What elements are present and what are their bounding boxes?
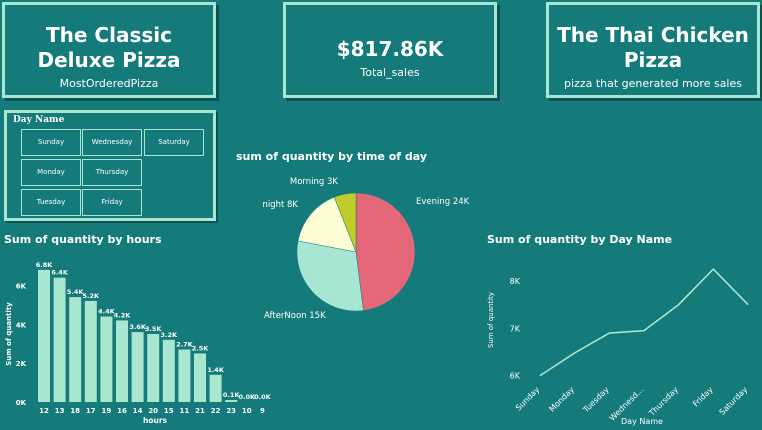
bar-x-tick-label: 22 bbox=[211, 407, 221, 415]
slicer-option-saturday[interactable]: Saturday bbox=[144, 129, 204, 156]
bar-23 bbox=[225, 400, 238, 402]
pie-chart: Evening 24K AfterNoon 15K night 8K Morning … bbox=[262, 177, 470, 321]
pie-data-label: night 8K bbox=[262, 200, 298, 210]
kpi-card-most-ordered: The Classic Deluxe Pizza MostOrderedPizz… bbox=[2, 2, 216, 98]
kpi-label: Total_sales bbox=[360, 66, 420, 79]
kpi-card-top-sales-pizza: The Thai Chicken Pizza pizza that genera… bbox=[546, 2, 760, 98]
bar-x-tick-label: 18 bbox=[70, 407, 80, 415]
bar-y-tick-label: 0K bbox=[16, 399, 27, 407]
day-name-slicer: Day Name Sunday Wednesday Saturday Monda… bbox=[4, 110, 216, 221]
bar-x-tick-label: 15 bbox=[164, 407, 174, 415]
bar-data-label: 3.2K bbox=[161, 331, 179, 339]
line-chart: 6K 7K 8K Sum of quantity Sunday Monday Tuesday… bbox=[487, 267, 750, 426]
bar-14 bbox=[131, 332, 144, 402]
line-x-tick-label: Thursday bbox=[647, 385, 681, 419]
kpi-label: pizza that generated more sales bbox=[564, 77, 742, 90]
pie-slice-afternoon bbox=[296, 240, 364, 312]
bar-data-label: 4.4K bbox=[98, 308, 116, 316]
bar-21 bbox=[194, 353, 206, 402]
line-x-tick-label: Tuesday bbox=[581, 385, 611, 415]
line-y-tick-label: 6K bbox=[510, 372, 521, 381]
bar-x-tick-label: 19 bbox=[102, 407, 112, 415]
bar-x-tick-label: 16 bbox=[117, 407, 127, 415]
bar-data-label: 0.1K bbox=[223, 391, 241, 399]
kpi-value: The Thai Chicken Pizza bbox=[557, 23, 749, 72]
bar-x-tick-label: 9 bbox=[260, 407, 265, 415]
kpi-label: MostOrderedPizza bbox=[59, 77, 159, 90]
bar-y-axis-title: Sum of quantity bbox=[5, 302, 13, 366]
pie-slice-morning bbox=[333, 192, 357, 253]
slicer-option-friday[interactable]: Friday bbox=[82, 189, 142, 216]
slicer-title: Day Name bbox=[13, 115, 65, 125]
line-chart-title: Sum of quantity by Day Name bbox=[487, 233, 673, 246]
bar-x-tick-label: 10 bbox=[242, 407, 252, 415]
bar-17 bbox=[84, 300, 97, 402]
kpi-card-total-sales: $817.86K Total_sales bbox=[283, 2, 497, 98]
kpi-value: $817.86K bbox=[336, 37, 444, 61]
bar-x-tick-label: 14 bbox=[133, 407, 143, 415]
bar-data-label: 3.6K bbox=[129, 323, 147, 331]
slicer-option-tuesday[interactable]: Tuesday bbox=[21, 189, 81, 216]
bar-x-tick-label: 11 bbox=[180, 407, 190, 415]
bar-data-label: 1.4K bbox=[207, 366, 225, 374]
bar-data-label: 0.0K bbox=[239, 393, 257, 401]
bar-x-tick-label: 20 bbox=[148, 407, 158, 415]
bar-chart: 0K 2K 4K 6K Sum of quantity 6.8K 12 6.4K 13 5.4K 1… bbox=[5, 261, 272, 425]
bar-data-label: 3.5K bbox=[145, 325, 163, 333]
line-x-tick-label: Friday bbox=[691, 385, 715, 409]
bar-chart-title: Sum of quantity by hours bbox=[4, 233, 162, 246]
bar-x-axis-title: hours bbox=[143, 416, 168, 425]
bar-x-tick-label: 21 bbox=[195, 407, 205, 415]
line-x-tick-label: Sunday bbox=[514, 385, 542, 413]
bar-16 bbox=[116, 320, 128, 402]
slicer-option-monday[interactable]: Monday bbox=[21, 159, 81, 186]
line-series bbox=[539, 267, 749, 377]
pie-chart-title: sum of quantity by time of day bbox=[236, 150, 428, 163]
slicer-option-thursday[interactable]: Thursday bbox=[82, 159, 142, 186]
kpi-value: The Classic Deluxe Pizza bbox=[37, 23, 181, 72]
bar-x-tick-label: 12 bbox=[39, 407, 49, 415]
bar-y-tick-label: 2K bbox=[16, 360, 27, 368]
bar-19 bbox=[100, 316, 113, 402]
bar-15 bbox=[162, 339, 175, 402]
line-y-axis-title: Sum of quantity bbox=[487, 292, 495, 348]
bar-data-label: 5.2K bbox=[83, 292, 101, 300]
bar-13 bbox=[53, 277, 66, 402]
bar-data-label: 2.7K bbox=[176, 341, 194, 349]
bar-x-tick-label: 23 bbox=[226, 407, 236, 415]
bar-x-tick-label: 17 bbox=[86, 407, 96, 415]
pie-slice-night bbox=[297, 196, 357, 253]
bar-22 bbox=[209, 374, 222, 402]
pie-data-label: Evening 24K bbox=[416, 197, 470, 207]
line-x-axis-title: Day Name bbox=[621, 417, 663, 426]
bar-y-tick-label: 6K bbox=[16, 282, 27, 290]
pie-slice-evening bbox=[355, 192, 416, 311]
slicer-option-sunday[interactable]: Sunday bbox=[21, 129, 81, 156]
pie-data-label: Morning 3K bbox=[290, 177, 339, 187]
bar-20 bbox=[147, 334, 160, 402]
line-x-tick-label: Monday bbox=[547, 385, 576, 414]
bar-data-label: 0.0K bbox=[254, 393, 272, 401]
bar-data-label: 2.5K bbox=[192, 344, 210, 352]
bar-12 bbox=[38, 269, 50, 402]
bar-x-tick-label: 13 bbox=[55, 407, 65, 415]
bar-18 bbox=[69, 297, 82, 402]
line-y-tick-label: 8K bbox=[510, 277, 521, 286]
bar-data-label: 6.4K bbox=[51, 269, 69, 277]
bar-data-label: 6.8K bbox=[36, 261, 54, 269]
line-x-tick-label: Saturday bbox=[718, 385, 750, 417]
line-y-tick-label: 7K bbox=[510, 324, 521, 333]
bar-11 bbox=[178, 349, 191, 402]
slicer-option-wednesday[interactable]: Wednesday bbox=[82, 129, 142, 156]
bar-data-label: 5.4K bbox=[67, 288, 85, 296]
pie-data-label: AfterNoon 15K bbox=[264, 311, 326, 321]
bar-data-label: 4.2K bbox=[114, 311, 132, 319]
bar-y-tick-label: 4K bbox=[16, 321, 27, 329]
